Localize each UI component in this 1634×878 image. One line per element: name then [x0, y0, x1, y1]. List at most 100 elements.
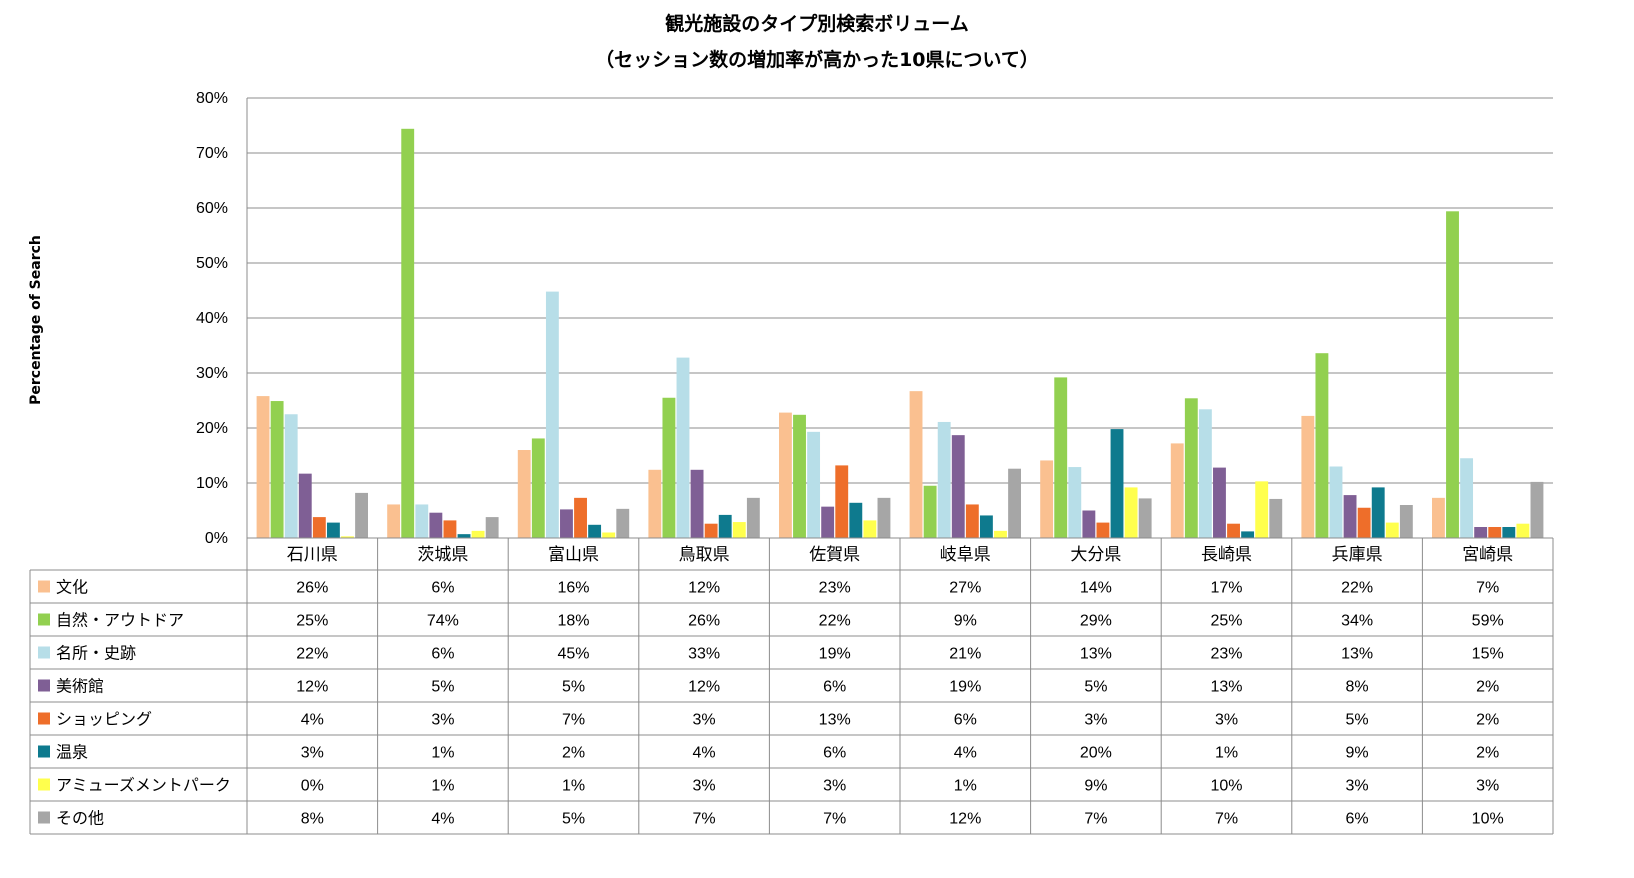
bar [415, 504, 429, 538]
bar [690, 469, 704, 538]
bar [909, 391, 923, 538]
data-label: 3% [1084, 712, 1107, 729]
legend-label: 名所・史跡 [56, 644, 136, 663]
data-label: 1% [431, 778, 454, 795]
category-label: 佐賀県 [809, 545, 860, 565]
y-tick-label: 30% [196, 365, 228, 382]
data-label: 7% [693, 811, 716, 828]
legend-swatch [38, 811, 50, 824]
data-label: 4% [431, 811, 454, 828]
data-label: 8% [1346, 679, 1369, 696]
data-label: 22% [819, 613, 851, 630]
data-label: 25% [296, 613, 328, 630]
bar [1269, 498, 1283, 538]
data-label: 17% [1210, 580, 1242, 597]
legend-label: 自然・アウトドア [56, 611, 184, 630]
data-label: 21% [949, 646, 981, 663]
data-label: 1% [954, 778, 977, 795]
data-label: 6% [823, 679, 846, 696]
bar [531, 438, 545, 538]
data-label: 4% [954, 745, 977, 762]
bar [937, 421, 951, 538]
data-label: 2% [1476, 712, 1499, 729]
bar [746, 497, 760, 538]
bar [732, 522, 746, 538]
data-label: 4% [693, 745, 716, 762]
y-tick-label: 20% [196, 420, 228, 437]
bar [1170, 443, 1184, 538]
data-label: 22% [296, 646, 328, 663]
data-label: 6% [431, 580, 454, 597]
axes: 0% 10% 20% 30% 40% 50% 60% 70% 80% [196, 90, 248, 547]
data-label: 15% [1472, 646, 1504, 663]
legend-swatch [38, 679, 50, 692]
category-label: 兵庫県 [1332, 545, 1383, 565]
data-label: 23% [819, 580, 851, 597]
bar [1184, 398, 1198, 538]
data-label: 12% [949, 811, 981, 828]
bar [1301, 415, 1315, 538]
y-tick-label: 40% [196, 310, 228, 327]
bar [1315, 353, 1329, 538]
bar [517, 450, 531, 538]
legend-swatch [38, 745, 50, 758]
data-label: 16% [557, 580, 589, 597]
bar [1040, 460, 1054, 538]
gridlines [247, 97, 1553, 484]
data-label: 1% [431, 745, 454, 762]
legend-swatch [38, 712, 50, 725]
bar [471, 530, 485, 538]
data-label: 3% [693, 712, 716, 729]
bar [1124, 487, 1138, 538]
chart-subtitle: （セッション数の増加率が高かった10県について） [595, 48, 1039, 71]
category-label: 宮崎県 [1462, 545, 1513, 565]
bar [1241, 531, 1255, 538]
bar [923, 485, 937, 538]
bar [1530, 481, 1544, 538]
data-label: 2% [562, 745, 585, 762]
legend-swatch [38, 580, 50, 593]
data-label: 14% [1080, 580, 1112, 597]
bar [1110, 429, 1124, 538]
legend-label: 文化 [56, 578, 88, 597]
bar [298, 473, 312, 538]
category-label: 鳥取県 [679, 545, 730, 565]
category-label: 富山県 [548, 545, 599, 565]
bar [485, 517, 499, 538]
category-label: 茨城県 [417, 545, 468, 565]
data-label: 59% [1472, 613, 1504, 630]
category-label: 岐阜県 [940, 545, 991, 565]
data-label: 2% [1476, 745, 1499, 762]
bar [1082, 510, 1096, 538]
data-label: 13% [1341, 646, 1373, 663]
legend-label: その他 [56, 809, 104, 828]
bar [387, 504, 401, 538]
legend-label: アミューズメントパーク [56, 776, 231, 795]
bar [1385, 522, 1399, 538]
bar [1068, 467, 1082, 538]
data-label: 5% [1084, 679, 1107, 696]
bar [1198, 409, 1212, 538]
bar [457, 534, 471, 538]
category-label: 長崎県 [1201, 545, 1252, 565]
bar [312, 517, 326, 538]
data-label: 26% [688, 613, 720, 630]
data-label: 5% [1346, 712, 1369, 729]
bar [1227, 523, 1240, 538]
bar [1516, 523, 1530, 538]
data-label: 20% [1080, 745, 1112, 762]
data-label: 25% [1210, 613, 1242, 630]
bar [1096, 522, 1110, 538]
data-label: 5% [431, 679, 454, 696]
bar [807, 431, 821, 538]
data-label: 3% [823, 778, 846, 795]
data-label: 3% [1476, 778, 1499, 795]
bar [270, 401, 284, 538]
chart-title: 観光施設のタイプ別検索ボリューム [665, 12, 968, 35]
data-label: 13% [1080, 646, 1112, 663]
bar [676, 357, 690, 538]
bar [545, 291, 559, 538]
bar [662, 397, 676, 538]
data-label: 12% [688, 679, 720, 696]
